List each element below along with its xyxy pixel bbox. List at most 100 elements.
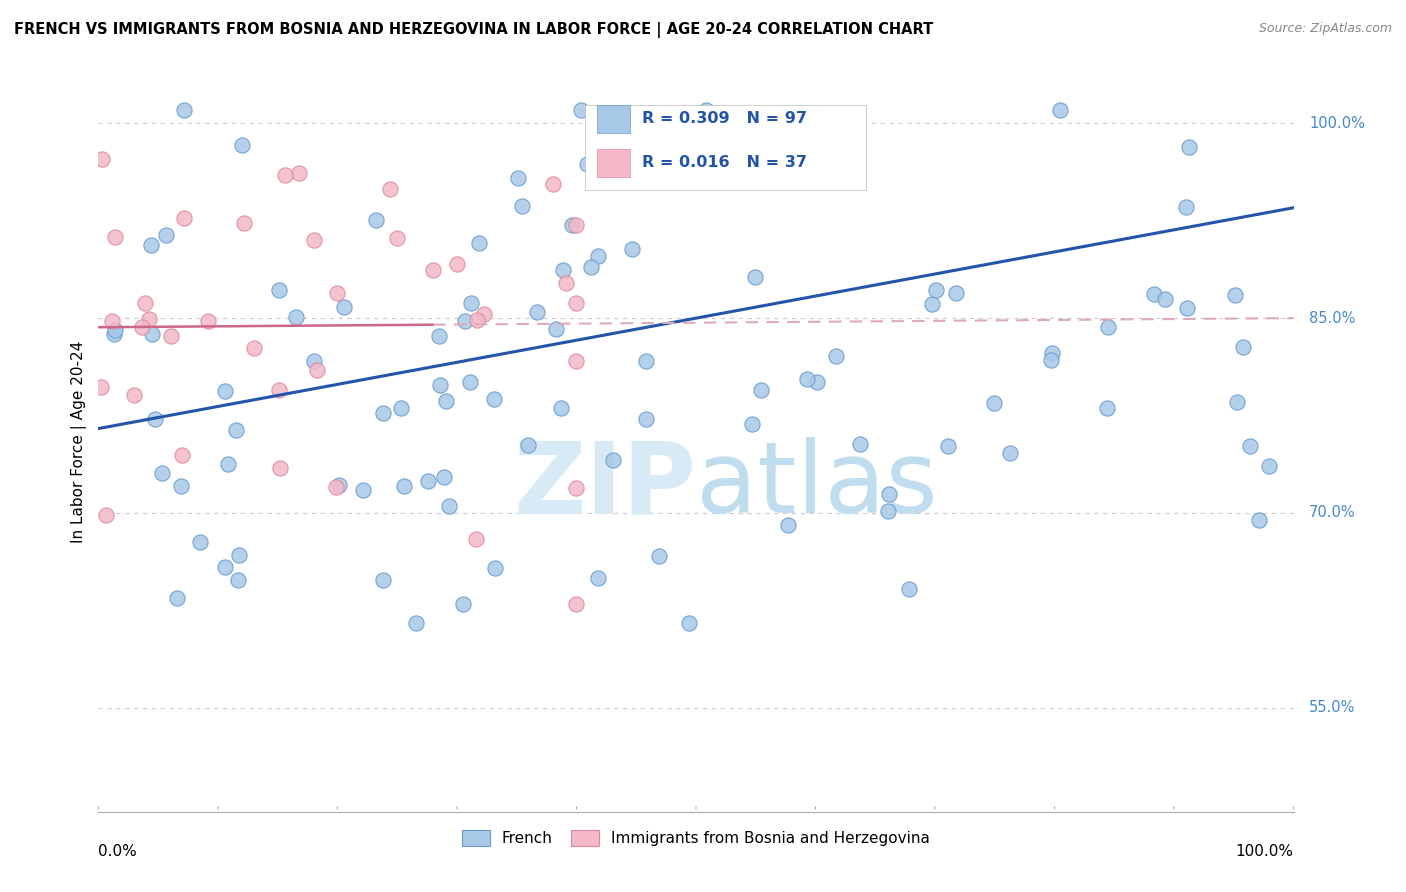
Point — [565, 353, 588, 368]
Point — [586, 571, 609, 585]
Point — [579, 260, 602, 274]
Point — [565, 597, 588, 611]
Text: 85.0%: 85.0% — [1309, 310, 1355, 326]
Point — [405, 615, 427, 630]
Point — [468, 235, 491, 250]
Point — [484, 392, 506, 407]
Point — [876, 504, 898, 518]
Text: R = 0.309   N = 97: R = 0.309 N = 97 — [643, 111, 807, 126]
Point — [371, 406, 394, 420]
Point — [634, 353, 657, 368]
Point — [565, 218, 588, 232]
Point — [226, 574, 249, 588]
Point — [326, 286, 349, 301]
Point — [101, 313, 124, 327]
Point — [434, 394, 457, 409]
FancyBboxPatch shape — [596, 104, 630, 133]
Point — [170, 478, 193, 492]
Point — [90, 380, 112, 394]
Point — [427, 328, 450, 343]
Point — [879, 487, 901, 501]
Point — [389, 401, 412, 416]
Point — [1239, 439, 1261, 453]
Y-axis label: In Labor Force | Age 20-24: In Labor Force | Age 20-24 — [72, 341, 87, 542]
Point — [232, 216, 254, 230]
Point — [1178, 140, 1201, 154]
Point — [465, 312, 488, 326]
Point — [565, 482, 588, 496]
Text: 100.0%: 100.0% — [1236, 844, 1294, 859]
Point — [1232, 340, 1254, 354]
Point — [94, 508, 117, 523]
Point — [560, 219, 582, 233]
Point — [1097, 320, 1119, 334]
Point — [1226, 395, 1249, 409]
Point — [825, 349, 848, 363]
Point — [173, 211, 195, 226]
Point — [155, 228, 177, 243]
Point — [214, 384, 236, 398]
Point — [506, 171, 529, 186]
Point — [433, 470, 456, 484]
Point — [422, 263, 444, 277]
Point — [150, 466, 173, 480]
Point — [166, 591, 188, 606]
Point — [378, 182, 401, 196]
Point — [446, 257, 468, 271]
Point — [1175, 200, 1198, 214]
Point — [284, 310, 307, 325]
Point — [429, 378, 451, 392]
Point — [364, 213, 387, 227]
Point — [243, 342, 266, 356]
Point — [394, 479, 416, 493]
Point — [1049, 103, 1071, 118]
Point — [546, 321, 568, 335]
Point — [325, 480, 347, 494]
Point — [170, 448, 193, 462]
Point — [1258, 458, 1281, 473]
Point — [131, 320, 153, 334]
Legend: French, Immigrants from Bosnia and Herzegovina: French, Immigrants from Bosnia and Herze… — [456, 824, 936, 852]
Point — [516, 437, 538, 451]
Point — [741, 417, 763, 431]
Text: atlas: atlas — [696, 437, 938, 534]
Point — [749, 384, 772, 398]
Point — [385, 231, 409, 245]
Point — [998, 446, 1021, 460]
Point — [453, 597, 475, 611]
Point — [460, 296, 482, 310]
Point — [460, 375, 482, 389]
Point — [621, 242, 644, 256]
Point — [796, 372, 818, 386]
Point — [373, 573, 395, 587]
Point — [571, 103, 593, 118]
Point — [274, 169, 297, 183]
Point — [849, 437, 872, 451]
FancyBboxPatch shape — [596, 149, 630, 178]
Text: 100.0%: 100.0% — [1309, 116, 1365, 131]
Point — [706, 161, 728, 175]
Point — [576, 157, 599, 171]
Point — [553, 262, 575, 277]
Point — [139, 237, 162, 252]
Point — [586, 249, 609, 263]
Point — [695, 103, 717, 118]
Point — [602, 453, 624, 467]
Point — [897, 582, 920, 596]
Point — [648, 549, 671, 563]
Point — [945, 285, 967, 300]
Point — [214, 559, 236, 574]
Point — [744, 269, 766, 284]
FancyBboxPatch shape — [585, 104, 866, 190]
Point — [302, 234, 325, 248]
Point — [555, 277, 578, 291]
Point — [550, 401, 572, 415]
Point — [1223, 288, 1246, 302]
Point — [921, 296, 943, 310]
Point — [1040, 346, 1063, 360]
Point — [1095, 401, 1118, 416]
Point — [225, 423, 247, 437]
Point — [1040, 353, 1063, 368]
Point — [678, 616, 700, 631]
Point — [418, 474, 440, 488]
